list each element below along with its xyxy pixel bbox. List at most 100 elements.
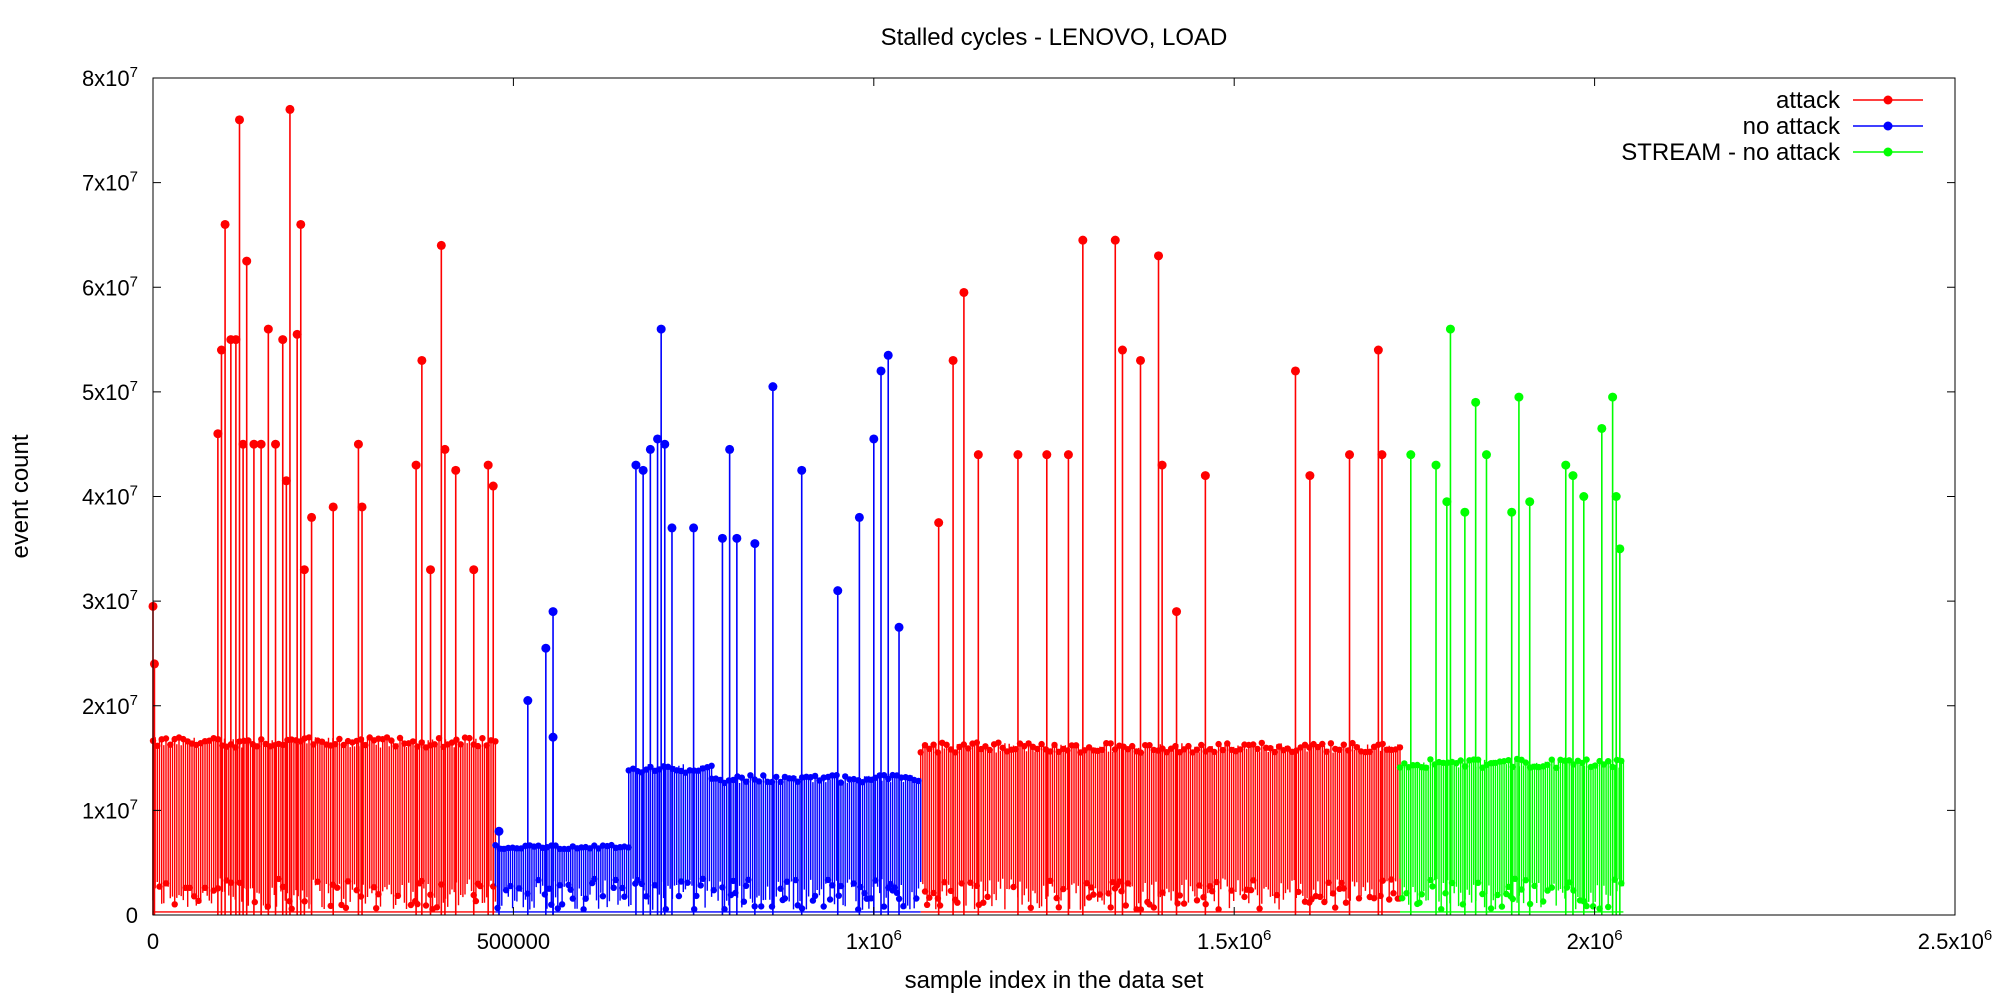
peak-point — [732, 533, 742, 543]
peak-point — [959, 287, 969, 297]
peak-point — [768, 382, 778, 392]
peak-point — [149, 659, 159, 669]
peak-point — [660, 439, 670, 449]
peak-point — [645, 444, 655, 454]
sample-point — [1051, 741, 1058, 749]
peak-point — [1345, 450, 1355, 460]
sample-point — [1605, 758, 1612, 765]
sample-point — [1237, 746, 1244, 753]
sample-point — [1605, 903, 1612, 911]
sample-point — [1442, 890, 1449, 897]
sample-point — [1355, 895, 1363, 902]
sample-point — [314, 878, 321, 885]
sample-point — [1196, 882, 1203, 889]
sample-point — [1250, 741, 1257, 748]
sample-point — [1416, 899, 1423, 906]
sample-point — [1583, 902, 1590, 910]
sample-point — [768, 903, 776, 910]
sample-point — [1129, 742, 1136, 750]
y-tick-label: 1x107 — [82, 796, 138, 823]
x-axis-label: sample index in the data set — [905, 967, 1204, 994]
peak-point — [1471, 397, 1481, 407]
peak-point — [417, 355, 427, 365]
legend-item: no attack — [1743, 113, 1923, 140]
sample-point — [253, 743, 261, 750]
sample-point — [1025, 740, 1032, 747]
plot-marks — [148, 104, 1625, 915]
sample-point — [569, 895, 576, 902]
sample-point — [857, 883, 864, 891]
peak-point — [1611, 492, 1621, 501]
sample-point — [1053, 894, 1060, 902]
sample-point — [1098, 746, 1106, 754]
sample-point — [383, 734, 391, 741]
sample-point — [545, 885, 553, 892]
peak-point — [426, 565, 436, 575]
sample-point — [340, 741, 347, 749]
sample-point — [1548, 756, 1556, 763]
sample-point — [926, 894, 933, 901]
sample-point — [999, 744, 1006, 751]
y-tick-label: 8x107 — [82, 64, 138, 91]
sample-point — [186, 884, 193, 891]
peak-point — [797, 465, 807, 475]
sample-point — [1429, 883, 1436, 890]
sample-point — [167, 741, 174, 748]
sample-point — [820, 903, 827, 910]
peak-point — [667, 523, 677, 533]
sample-point — [344, 878, 352, 885]
sample-point — [1010, 883, 1017, 891]
sample-point — [541, 891, 548, 898]
sample-point — [362, 741, 369, 749]
peak-point — [299, 565, 309, 575]
sample-point — [370, 884, 378, 891]
sample-point — [662, 906, 669, 913]
peak-point — [292, 329, 302, 339]
sample-point — [502, 887, 510, 894]
sample-point — [1116, 878, 1123, 885]
sample-point — [790, 775, 797, 782]
x-tick-label: 1x106 — [846, 927, 902, 954]
sample-point — [965, 745, 972, 752]
x-tick-label: 0 — [147, 929, 159, 954]
series-1 — [492, 324, 922, 915]
sample-point — [855, 906, 862, 913]
sample-point — [923, 901, 931, 908]
series-2 — [1396, 324, 1625, 915]
sample-point — [926, 745, 933, 752]
peak-point — [242, 256, 252, 266]
peak-point — [689, 523, 699, 533]
legend-swatch-point — [1883, 147, 1893, 157]
peak-point — [353, 439, 363, 449]
sample-point — [1118, 888, 1125, 895]
peak-point — [271, 439, 281, 449]
peak-point — [469, 565, 479, 575]
sample-point — [1174, 900, 1181, 907]
sample-point — [768, 778, 776, 786]
sample-point — [913, 895, 920, 902]
y-tick-label: 0 — [126, 903, 138, 928]
sample-point — [742, 778, 750, 785]
sample-point — [1345, 747, 1352, 754]
sample-point — [1427, 876, 1434, 884]
sample-point — [1047, 748, 1054, 755]
sample-point — [1332, 904, 1339, 911]
peak-point — [1305, 471, 1315, 481]
legend-swatch-point — [1883, 95, 1893, 105]
peak-point — [216, 345, 226, 355]
sample-point — [474, 742, 482, 750]
sample-point — [1180, 900, 1188, 907]
sample-point — [1353, 744, 1361, 751]
peak-point — [717, 533, 727, 543]
sample-point — [747, 772, 754, 779]
sample-point — [982, 743, 989, 750]
sample-point — [610, 884, 617, 891]
sample-point — [1548, 884, 1556, 891]
sample-point — [201, 884, 209, 891]
peak-point — [488, 481, 498, 491]
sample-point — [1107, 904, 1114, 911]
peak-point — [213, 429, 223, 439]
peak-point — [1117, 345, 1127, 355]
peak-point — [483, 460, 493, 470]
sample-point — [730, 776, 737, 784]
